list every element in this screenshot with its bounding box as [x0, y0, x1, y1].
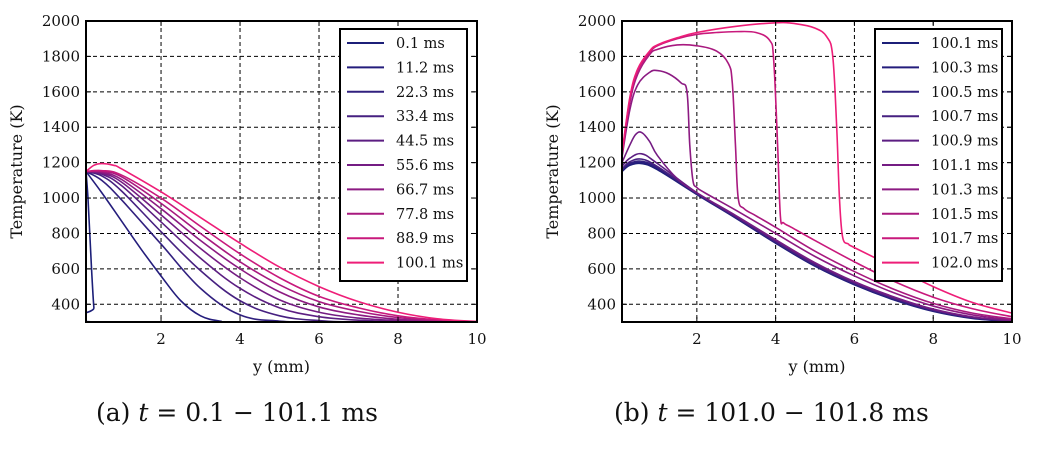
x-axis-label: y (mm)	[252, 357, 310, 376]
series-line-44-5-ms	[86, 170, 477, 322]
x-tick-label: 2	[156, 330, 166, 348]
series-line-22-3-ms	[86, 170, 477, 322]
caption-a-var: t	[138, 398, 149, 427]
series-line-102-0-ms	[622, 21, 1012, 314]
y-tick-label: 600	[587, 260, 616, 278]
series-line-77-8-ms	[86, 170, 477, 322]
legend-label: 101.1 ms	[931, 158, 998, 174]
y-tick-label: 1200	[42, 154, 80, 172]
series-line-66-7-ms	[86, 170, 477, 322]
series-group	[86, 162, 477, 322]
caption-a-text: = 0.1 − 101.1 ms	[148, 398, 378, 427]
caption-b: (b) t = 101.0 − 101.8 ms	[614, 398, 929, 427]
y-tick-label: 2000	[42, 12, 80, 30]
legend-label: 100.7 ms	[931, 109, 998, 125]
legend-label: 88.9 ms	[396, 231, 454, 247]
x-tick-label: 10	[467, 330, 486, 348]
series-line-101-1-ms	[622, 131, 1012, 322]
legend: 100.1 ms 100.3 ms 100.5 ms 100.7 ms 100.9 ms…	[874, 28, 1003, 282]
y-axis-label: Temperature (K)	[7, 104, 26, 238]
legend-label: 100.9 ms	[931, 134, 998, 150]
legend-label: 100.1 ms	[396, 256, 463, 272]
plot-frame	[85, 20, 478, 323]
y-tick-label: 800	[587, 224, 616, 242]
y-tick-label: 1400	[578, 118, 616, 136]
caption-b-label: (b)	[614, 398, 650, 427]
legend-label: 44.5 ms	[396, 134, 454, 150]
legend-label: 102.0 ms	[931, 256, 998, 272]
x-tick-label: 10	[1002, 330, 1021, 348]
caption-a-label: (a)	[96, 398, 131, 427]
y-tick-label: 400	[51, 295, 80, 313]
y-tick-label: 600	[51, 260, 80, 278]
y-tick-label: 1600	[42, 83, 80, 101]
series-line-100-1-ms	[86, 162, 477, 322]
series-line-11-2-ms	[86, 171, 477, 322]
y-tick-label: 1600	[578, 83, 616, 101]
x-tick-label: 4	[235, 330, 245, 348]
chart-b: 2 4 6 8 10 400 600 800 1000 1200 1400 1600 1800 2000 y…	[543, 12, 1022, 376]
legend-label: 0.1 ms	[396, 36, 445, 52]
x-tick-label: 4	[771, 330, 781, 348]
legend-label: 11.2 ms	[396, 60, 454, 76]
legend-label: 55.6 ms	[396, 158, 454, 174]
x-tick-label: 2	[692, 330, 702, 348]
legend-label: 101.5 ms	[931, 207, 998, 223]
series-group	[622, 21, 1012, 322]
y-tick-label: 2000	[578, 12, 616, 30]
chart-a: 2 4 6 8 10 400 600 800 1000 1200 1400 1600 1800 2000 y…	[7, 12, 487, 376]
legend-label: 66.7 ms	[396, 182, 454, 198]
legend-label: 100.1 ms	[931, 36, 998, 52]
y-axis-label: Temperature (K)	[543, 104, 562, 238]
x-tick-label: 8	[928, 330, 938, 348]
series-line-101-5-ms	[622, 43, 1012, 320]
plot-frame	[621, 20, 1013, 323]
series-line-55-6-ms	[86, 170, 477, 322]
series-line-88-9-ms	[86, 169, 477, 322]
legend-label: 22.3 ms	[396, 85, 454, 101]
y-tick-label: 1000	[42, 189, 80, 207]
legend-label: 33.4 ms	[396, 109, 454, 125]
y-tick-label: 800	[51, 224, 80, 242]
y-tick-label: 1000	[578, 189, 616, 207]
x-tick-label: 6	[314, 330, 324, 348]
caption-b-text: = 101.0 − 101.8 ms	[667, 398, 929, 427]
y-tick-label: 1200	[578, 154, 616, 172]
caption-b-var: t	[657, 398, 668, 427]
legend-label: 101.3 ms	[931, 182, 998, 198]
caption-a: (a) t = 0.1 − 101.1 ms	[96, 398, 378, 427]
y-tick-label: 400	[587, 295, 616, 313]
legend: 0.1 ms 11.2 ms 22.3 ms 33.4 ms 44.5 ms 55.6 m…	[339, 28, 468, 282]
x-tick-label: 6	[850, 330, 860, 348]
legend-label: 101.7 ms	[931, 231, 998, 247]
legend-label: 100.5 ms	[931, 85, 998, 101]
y-tick-label: 1800	[42, 47, 80, 65]
legend-label: 100.3 ms	[931, 60, 998, 76]
y-tick-label: 1400	[42, 118, 80, 136]
x-tick-label: 8	[393, 330, 403, 348]
series-line-0-1-ms	[86, 171, 477, 322]
x-axis-label: y (mm)	[788, 357, 846, 376]
y-tick-label: 1800	[578, 47, 616, 65]
series-line-101-3-ms	[622, 69, 1012, 321]
legend-label: 77.8 ms	[396, 207, 454, 223]
